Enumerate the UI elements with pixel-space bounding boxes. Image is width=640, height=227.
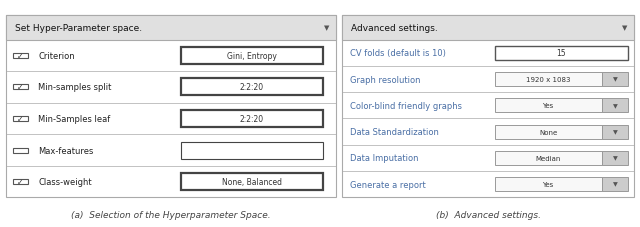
FancyBboxPatch shape bbox=[13, 54, 28, 59]
FancyBboxPatch shape bbox=[13, 148, 28, 153]
Text: ✓: ✓ bbox=[17, 52, 24, 61]
Text: ▼: ▼ bbox=[612, 77, 618, 82]
Text: Graph resolution: Graph resolution bbox=[350, 75, 420, 84]
Text: ▼: ▼ bbox=[612, 182, 618, 187]
FancyBboxPatch shape bbox=[602, 125, 628, 139]
Text: Min-Samples leaf: Min-Samples leaf bbox=[38, 114, 111, 123]
Text: Median: Median bbox=[536, 155, 561, 161]
FancyBboxPatch shape bbox=[181, 111, 323, 127]
FancyBboxPatch shape bbox=[181, 79, 323, 96]
FancyBboxPatch shape bbox=[495, 177, 602, 191]
Text: (a)  Selection of the Hyperparameter Space.: (a) Selection of the Hyperparameter Spac… bbox=[72, 210, 271, 219]
Text: CV folds (default is 10): CV folds (default is 10) bbox=[350, 49, 446, 58]
Text: Yes: Yes bbox=[543, 103, 554, 109]
Text: Advanced settings.: Advanced settings. bbox=[351, 24, 438, 33]
FancyBboxPatch shape bbox=[181, 142, 323, 159]
FancyBboxPatch shape bbox=[495, 47, 628, 61]
FancyBboxPatch shape bbox=[342, 16, 634, 40]
FancyBboxPatch shape bbox=[602, 177, 628, 191]
Text: None: None bbox=[539, 129, 557, 135]
FancyBboxPatch shape bbox=[495, 99, 602, 113]
Text: 15: 15 bbox=[557, 49, 566, 58]
Text: Class-weight: Class-weight bbox=[38, 177, 92, 186]
Text: ✓: ✓ bbox=[17, 114, 24, 123]
FancyBboxPatch shape bbox=[13, 116, 28, 121]
Text: Color-blind friendly graphs: Color-blind friendly graphs bbox=[350, 101, 462, 110]
Text: Data Imputation: Data Imputation bbox=[350, 154, 419, 163]
Text: Gini, Entropy: Gini, Entropy bbox=[227, 52, 277, 61]
FancyBboxPatch shape bbox=[495, 125, 602, 139]
Text: Yes: Yes bbox=[543, 181, 554, 187]
Text: ✓: ✓ bbox=[17, 177, 24, 186]
Text: Generate a report: Generate a report bbox=[350, 180, 426, 189]
FancyBboxPatch shape bbox=[13, 179, 28, 184]
Text: ▼: ▼ bbox=[324, 25, 330, 31]
FancyBboxPatch shape bbox=[181, 173, 323, 190]
Text: ▼: ▼ bbox=[612, 156, 618, 161]
FancyBboxPatch shape bbox=[13, 85, 28, 90]
Text: 2:2:20: 2:2:20 bbox=[240, 83, 264, 92]
FancyBboxPatch shape bbox=[602, 151, 628, 165]
Text: (b)  Advanced settings.: (b) Advanced settings. bbox=[435, 210, 541, 219]
Text: Min-samples split: Min-samples split bbox=[38, 83, 112, 92]
FancyBboxPatch shape bbox=[495, 73, 602, 87]
Text: ✓: ✓ bbox=[17, 83, 24, 92]
FancyBboxPatch shape bbox=[6, 16, 336, 40]
FancyBboxPatch shape bbox=[181, 48, 323, 65]
FancyBboxPatch shape bbox=[342, 16, 634, 197]
FancyBboxPatch shape bbox=[602, 73, 628, 87]
Text: None, Balanced: None, Balanced bbox=[222, 177, 282, 186]
Text: Criterion: Criterion bbox=[38, 52, 75, 61]
Text: ▼: ▼ bbox=[622, 25, 627, 31]
Text: Max-features: Max-features bbox=[38, 146, 94, 155]
Text: ▼: ▼ bbox=[612, 103, 618, 108]
Text: 1920 x 1083: 1920 x 1083 bbox=[526, 77, 570, 83]
Text: 2:2:20: 2:2:20 bbox=[240, 114, 264, 123]
FancyBboxPatch shape bbox=[6, 16, 336, 197]
FancyBboxPatch shape bbox=[602, 99, 628, 113]
Text: Set Hyper-Parameter space.: Set Hyper-Parameter space. bbox=[15, 24, 142, 33]
FancyBboxPatch shape bbox=[495, 151, 602, 165]
Text: ▼: ▼ bbox=[612, 130, 618, 135]
Text: Data Standardization: Data Standardization bbox=[350, 128, 439, 136]
